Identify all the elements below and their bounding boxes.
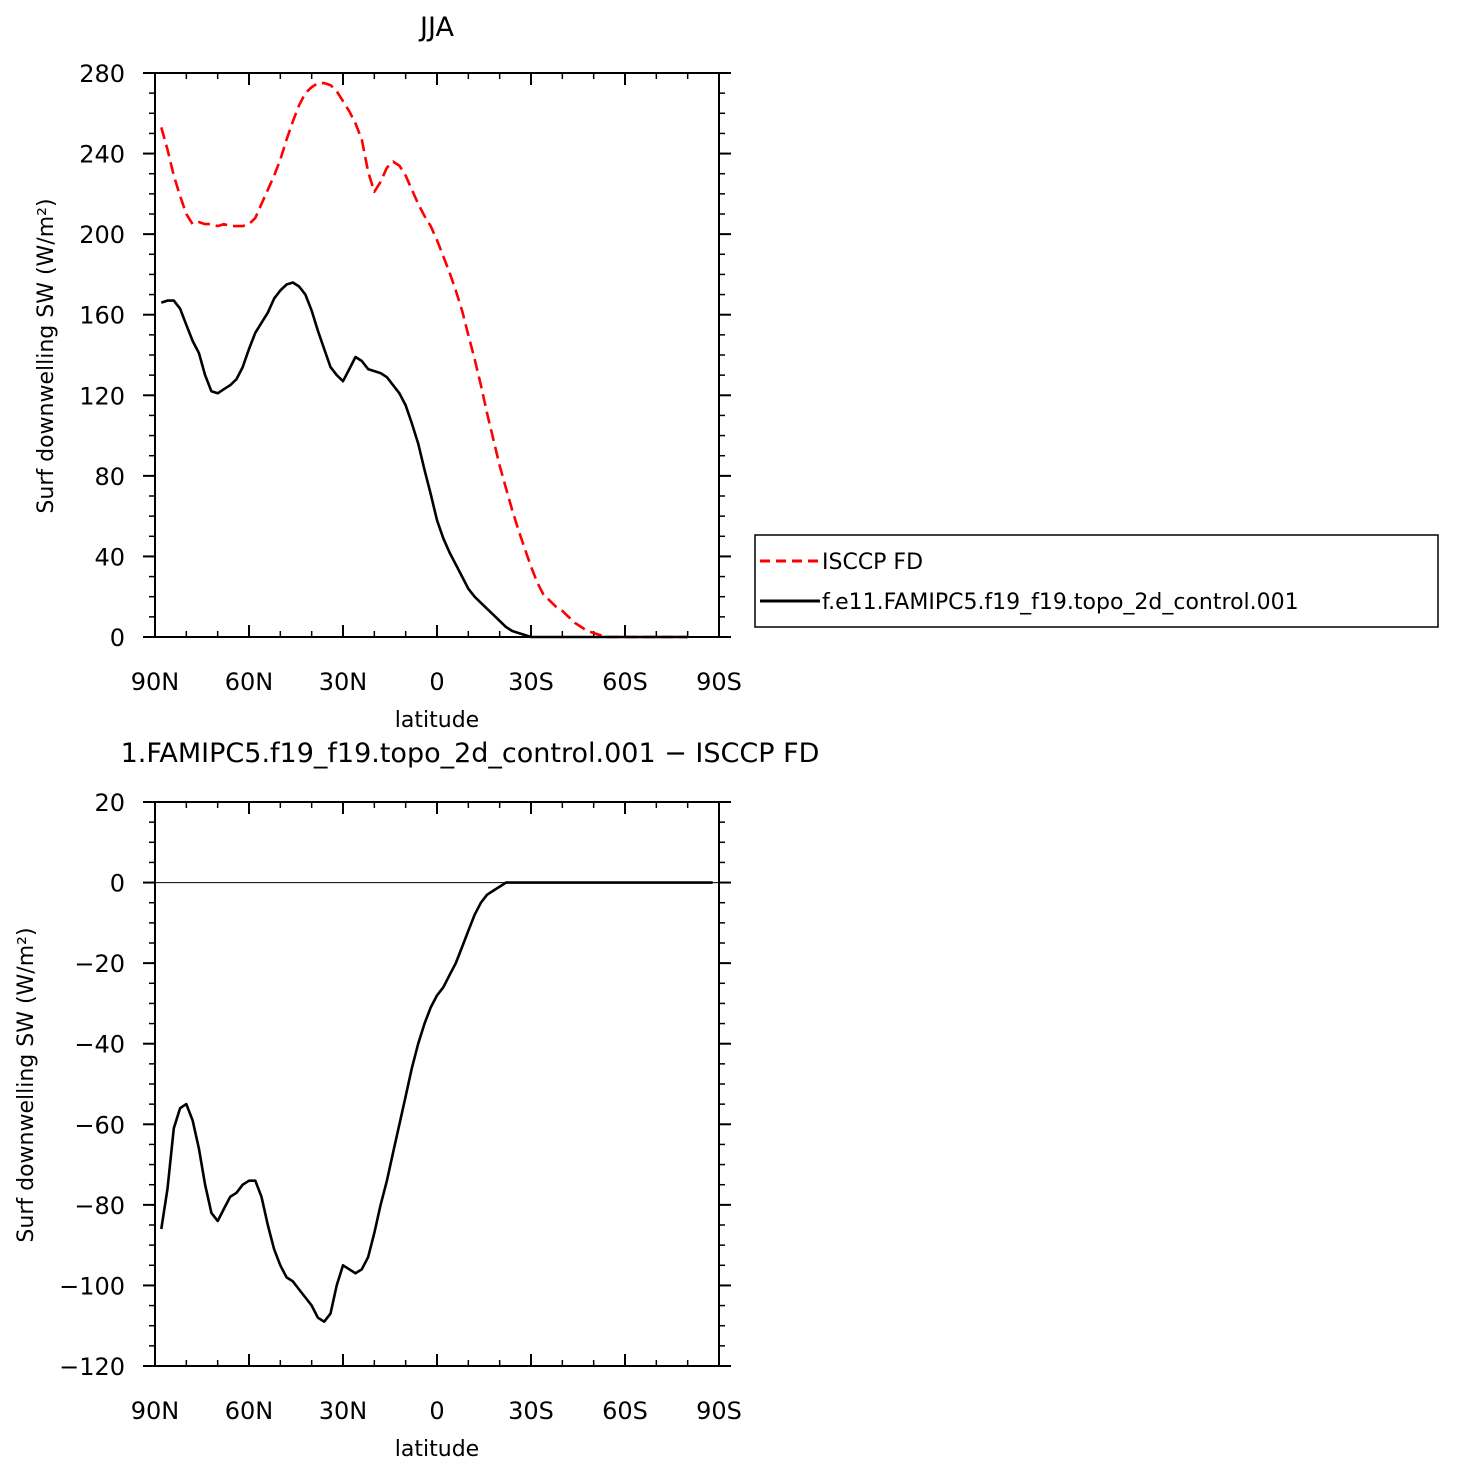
- top-y-tick-label: 80: [94, 463, 125, 491]
- bottom-y-tick-label: −120: [59, 1353, 125, 1381]
- top-x-tick-label: 60S: [602, 668, 648, 696]
- bottom-y-tick-label: −40: [74, 1031, 125, 1059]
- bottom-x-tick-label: 60S: [602, 1397, 648, 1425]
- bottom-x-tick-label: 30S: [508, 1397, 554, 1425]
- top-y-tick-label: 280: [79, 60, 125, 88]
- bottom-panel: 1.FAMIPC5.f19_f19.topo_2d_control.001 − …: [14, 738, 819, 1462]
- bottom-axes: 90N 60N 30N 0 30S 60S 90S −120 −100 −80 −60 −40 −20 0…: [59, 789, 742, 1425]
- bottom-series-line-0: [160, 881, 713, 1323]
- top-y-tick-label: 120: [79, 382, 125, 410]
- legend-box: [754, 534, 1439, 628]
- bottom-x-tick-label: 90S: [696, 1397, 742, 1425]
- bottom-y-tick-label: 20: [94, 789, 125, 817]
- bottom-x-tick-label: 30N: [319, 1397, 368, 1425]
- bottom-plot-frame: [154, 801, 720, 1367]
- top-y-tick-label: 240: [79, 141, 125, 169]
- top-y-tick-label: 200: [79, 221, 125, 249]
- bottom-y-tick-label: −20: [74, 950, 125, 978]
- top-x-tick-label: 30S: [508, 668, 554, 696]
- top-chart-title: JJA: [418, 12, 454, 43]
- bottom-y-tick-label: −80: [74, 1192, 125, 1220]
- top-panel: JJA 90N 60N 30N 0 30S 60S 90S 0 40 80 120 160 200 240…: [34, 12, 742, 733]
- top-x-tick-label: 60N: [225, 668, 274, 696]
- top-x-tick-label: 30N: [319, 668, 368, 696]
- bottom-y-tick-label: −60: [74, 1111, 125, 1139]
- bottom-series-lines: [160, 881, 713, 1323]
- top-series-lines: [160, 81, 688, 639]
- bottom-x-tick-label: 60N: [225, 1397, 274, 1425]
- top-y-axis-label: Surf downwelling SW (W/m²): [34, 198, 59, 513]
- top-y-tick-label: 0: [110, 624, 125, 652]
- top-y-tick-label: 40: [94, 543, 125, 571]
- bottom-y-axis-label: Surf downwelling SW (W/m²): [14, 927, 39, 1242]
- top-series-line-1: [160, 281, 688, 639]
- bottom-y-tick-label: 0: [110, 870, 125, 898]
- legend-label-model: f.e11.FAMIPC5.f19_f19.topo_2d_control.00…: [822, 590, 1299, 615]
- top-x-tick-label: 90N: [131, 668, 180, 696]
- top-axes: 90N 60N 30N 0 30S 60S 90S 0 40 80 120 160 200 240 280: [79, 60, 742, 696]
- bottom-chart-title: 1.FAMIPC5.f19_f19.topo_2d_control.001 − …: [121, 738, 820, 769]
- bottom-x-axis-label: latitude: [395, 1437, 479, 1462]
- legend: ISCCP FD f.e11.FAMIPC5.f19_f19.topo_2d_c…: [754, 534, 1439, 628]
- top-x-axis-label: latitude: [395, 708, 479, 733]
- bottom-x-tick-label: 90N: [131, 1397, 180, 1425]
- legend-label-isccp: ISCCP FD: [822, 550, 923, 575]
- top-series-line-0: [160, 81, 688, 639]
- top-x-tick-label: 0: [429, 668, 444, 696]
- bottom-y-tick-label: −100: [59, 1272, 125, 1300]
- top-x-tick-label: 90S: [696, 668, 742, 696]
- top-y-tick-label: 160: [79, 302, 125, 330]
- top-plot-frame: [154, 72, 720, 638]
- bottom-x-tick-label: 0: [429, 1397, 444, 1425]
